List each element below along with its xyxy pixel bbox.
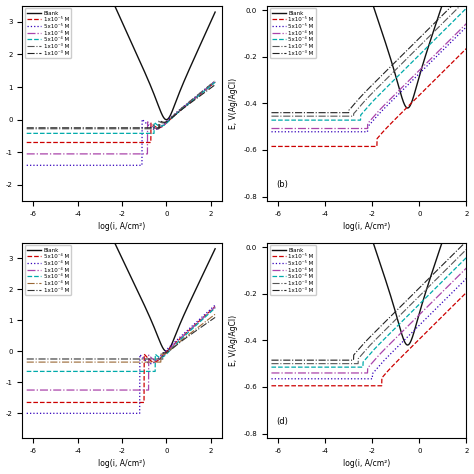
X-axis label: log(i, A/cm²): log(i, A/cm²) <box>343 222 390 231</box>
Legend: Blank, 1x10⁻⁵ M, 5x10⁻⁵ M, 1x10⁻⁴ M, 5x10⁻⁴ M, 1x10⁻³ M, 1x10⁻³ M: Blank, 1x10⁻⁵ M, 5x10⁻⁵ M, 1x10⁻⁴ M, 5x1… <box>270 246 316 295</box>
X-axis label: log(i, A/cm²): log(i, A/cm²) <box>343 459 390 468</box>
Legend: Blank, 1x10⁻⁵ M, 5x10⁻⁵ M, 1x10⁻⁴ M, 5x10⁻⁴ M, 1x10⁻³ M, 1x10⁻³ M: Blank, 1x10⁻⁵ M, 5x10⁻⁵ M, 1x10⁻⁴ M, 5x1… <box>25 9 72 58</box>
Y-axis label: E, V(Ag/AgCl): E, V(Ag/AgCl) <box>229 315 238 366</box>
X-axis label: log(i, A/cm²): log(i, A/cm²) <box>99 222 146 231</box>
X-axis label: log(i, A/cm²): log(i, A/cm²) <box>99 459 146 468</box>
Text: (d): (d) <box>277 418 289 427</box>
Y-axis label: E, V(Ag/AgCl): E, V(Ag/AgCl) <box>229 78 238 129</box>
Legend: Blank, 5x10⁻⁴ M, 5x10⁻⁴ M, 1x10⁻⁴ M, 5x10⁻⁴ M, 1x10⁻⁴ M, 1x10⁻³ M: Blank, 5x10⁻⁴ M, 5x10⁻⁴ M, 1x10⁻⁴ M, 5x1… <box>25 246 72 295</box>
Text: (b): (b) <box>277 181 289 190</box>
Legend: Blank, 1x10⁻⁵ M, 5x10⁻⁵ M, 1x10⁻⁴ M, 5x10⁻⁴ M, 1x10⁻³ M, 1x10⁻³ M: Blank, 1x10⁻⁵ M, 5x10⁻⁵ M, 1x10⁻⁴ M, 5x1… <box>270 9 316 58</box>
